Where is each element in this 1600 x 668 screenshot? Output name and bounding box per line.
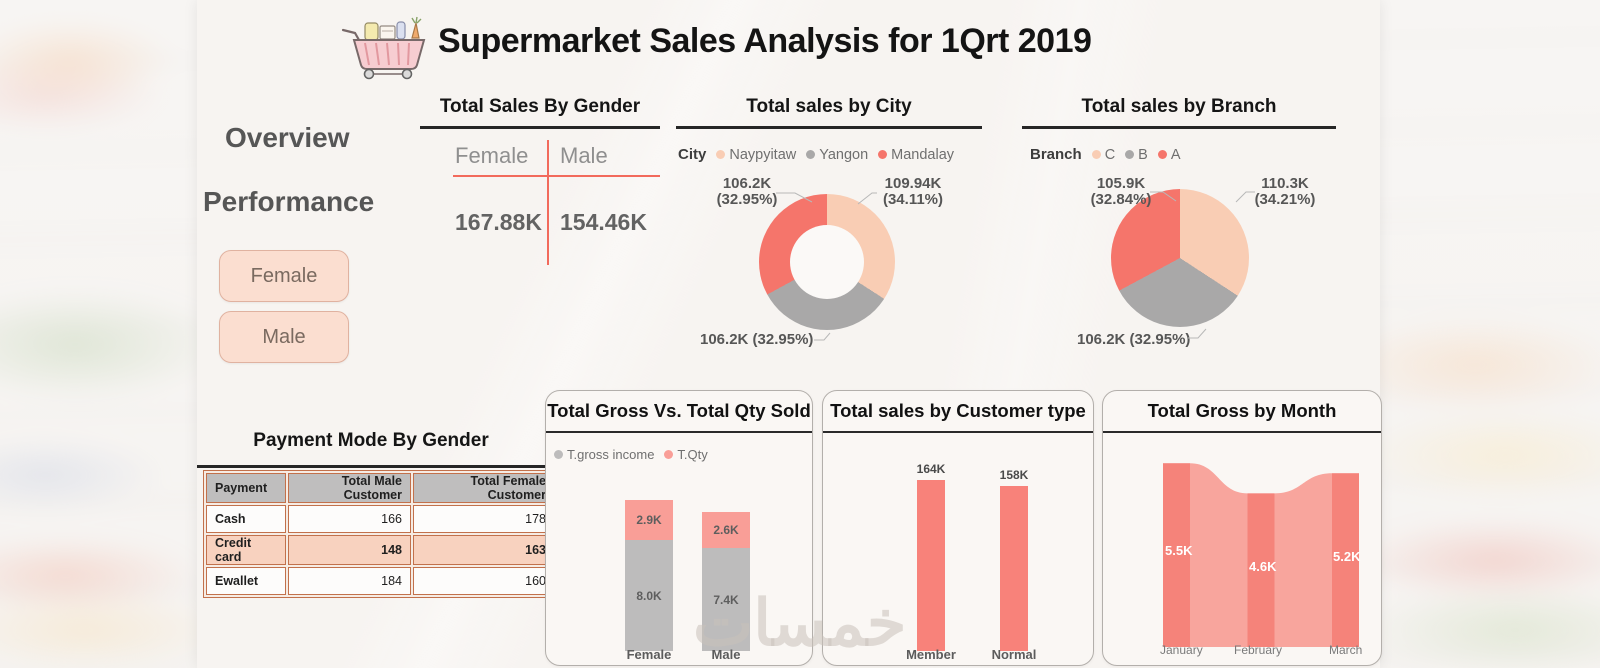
shopping-cart-icon [341,16,426,80]
matrix-header-underline [453,175,660,177]
col-header-male[interactable]: Total Male Customer [288,473,411,503]
payment-table-header-row: Payment Total Male Customer Total Female… [206,473,555,503]
table-row-credit-card[interactable]: Credit card 148 163 [206,535,555,565]
donut-hole [790,225,864,299]
female-qty-segment[interactable]: 2.9K [625,500,673,540]
gross-vs-qty-card: Total Gross Vs. Total Qty Sold T.gross i… [545,390,813,666]
mandalay-dot-icon [878,150,888,159]
matrix-header-male[interactable]: Male [560,143,608,168]
legend-item-mandalay[interactable]: Mandalay [878,147,954,163]
nav-item-performance[interactable]: Performance [203,186,375,217]
branch-legend: Branch C B A [1030,146,1181,163]
matrix-column-divider [547,140,549,265]
city-label-mandalay: 106.2K (32.95%) [716,175,778,208]
gender-matrix-title-rule [420,126,660,129]
month-label-january: January [1160,643,1203,657]
january-value-label: 5.5K [1165,543,1193,558]
branch-label-a: 105.9K (32.84%) [1090,175,1152,208]
branch-pie-chart[interactable] [1111,189,1249,327]
table-row-ewallet[interactable]: Ewallet 184 160 [206,567,555,595]
gross-vs-qty-title-rule [546,431,812,433]
matrix-value-male: 154.46K [560,209,647,235]
customer-type-title-rule [823,431,1093,433]
female-filter-button[interactable]: Female [219,250,349,302]
branch-a-dot-icon [1157,150,1167,159]
male-gross-segment[interactable]: 7.4K [702,548,750,651]
customer-type-card: Total sales by Customer type 164K 158K M… [822,390,1094,666]
branch-legend-title: Branch [1030,146,1082,163]
category-label-normal: Normal [991,647,1037,662]
city-donut-chart[interactable] [759,194,895,330]
february-value-label: 4.6K [1249,559,1277,574]
legend-item-qty[interactable]: T.Qty [664,447,708,462]
nav-item-overview[interactable]: Overview [225,122,350,153]
payment-table: Payment Total Male Customer Total Female… [203,470,558,598]
branch-label-b: 106.2K (32.95%) [1077,331,1191,348]
male-filter-button[interactable]: Male [219,311,349,363]
qty-dot-icon [664,450,674,459]
month-label-march: March [1329,643,1363,657]
legend-item-branch-c[interactable]: C [1091,147,1115,163]
legend-item-branch-b[interactable]: B [1125,147,1148,163]
branch-b-dot-icon [1125,150,1135,159]
gross-by-month-title-rule [1103,431,1381,433]
city-legend-title: City [678,146,707,163]
gender-matrix-title: Total Sales By Gender [439,96,641,117]
col-header-payment[interactable]: Payment [206,473,286,503]
bar-member[interactable]: 164K [907,462,955,651]
member-bar[interactable] [917,480,945,651]
category-label-female: Female [626,647,672,662]
month-label-february: February [1234,643,1283,657]
march-value-label: 5.2K [1333,549,1361,564]
matrix-value-female: 167.88K [455,209,542,235]
payment-table-title: Payment Mode By Gender [253,430,489,451]
legend-item-yangon[interactable]: Yangon [806,147,868,163]
stacked-bar-female[interactable]: 2.9K 8.0K [625,500,673,651]
category-label-member: Member [906,647,956,662]
city-label-yangon: 106.2K (32.95%) [700,331,814,348]
customer-type-title: Total sales by Customer type [830,400,1086,421]
branch-chart-title: Total sales by Branch [1081,96,1277,117]
page-title: Supermarket Sales Analysis for 1Qrt 2019 [438,22,1092,60]
city-legend: City Naypyitaw Yangon Mandalay [678,146,954,163]
stacked-bar-male[interactable]: 2.6K 7.4K [702,512,750,651]
branch-c-dot-icon [1091,150,1101,159]
branch-label-c: 110.3K (34.21%) [1254,175,1316,208]
normal-bar[interactable] [1000,486,1028,651]
table-row-cash[interactable]: Cash 166 178 [206,505,555,533]
gross-by-month-title: Total Gross by Month [1147,400,1337,421]
col-header-female[interactable]: Total Female Customer [413,473,555,503]
month-area-chart[interactable] [1163,461,1359,647]
yangon-dot-icon [806,150,816,159]
payment-title-rule [197,465,545,468]
gross-by-month-card: Total Gross by Month 5.5K 4.6K 5.2K Janu… [1102,390,1382,666]
bar-normal[interactable]: 158K [990,468,1038,651]
naypyitaw-dot-icon [716,150,726,159]
gross-vs-qty-legend: T.gross income T.Qty [554,447,708,462]
city-title-rule [676,126,982,129]
legend-item-naypyitaw[interactable]: Naypyitaw [716,147,796,163]
gross-vs-qty-title: Total Gross Vs. Total Qty Sold [547,400,811,421]
gross-income-dot-icon [554,450,563,459]
legend-item-gross-income[interactable]: T.gross income [554,447,654,462]
female-gross-segment[interactable]: 8.0K [625,540,673,651]
city-label-naypyitaw: 109.94K (34.11%) [882,175,944,208]
legend-item-branch-a[interactable]: A [1157,147,1181,163]
male-qty-segment[interactable]: 2.6K [702,512,750,548]
category-label-male: Male [711,647,741,662]
branch-title-rule [1022,126,1336,129]
city-chart-title: Total sales by City [746,96,912,117]
matrix-header-female[interactable]: Female [455,143,529,168]
